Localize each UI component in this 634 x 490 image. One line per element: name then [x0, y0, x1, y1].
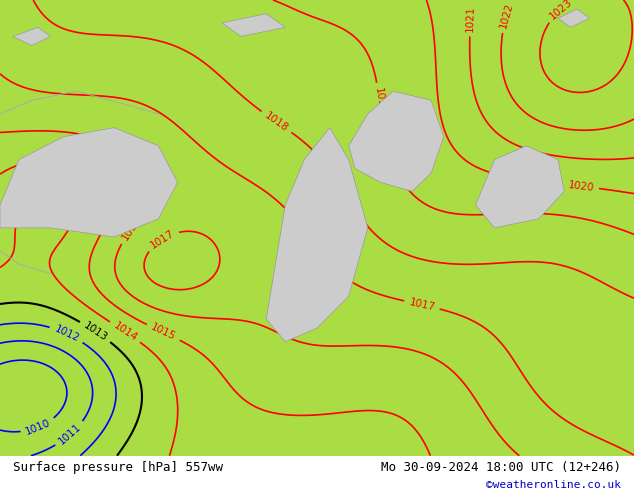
Text: 1010: 1010	[24, 417, 52, 437]
Text: 1020: 1020	[567, 180, 595, 193]
Text: 1015: 1015	[149, 322, 178, 343]
Text: 1023: 1023	[548, 0, 574, 22]
Polygon shape	[476, 146, 564, 228]
Polygon shape	[558, 9, 590, 27]
Text: 1019: 1019	[373, 87, 387, 115]
Text: 1018: 1018	[262, 110, 290, 134]
Polygon shape	[0, 127, 178, 237]
Polygon shape	[222, 14, 285, 36]
Text: ©weatheronline.co.uk: ©weatheronline.co.uk	[486, 480, 621, 490]
Text: 1017: 1017	[408, 297, 436, 313]
Text: Mo 30-09-2024 18:00 UTC (12+246): Mo 30-09-2024 18:00 UTC (12+246)	[381, 461, 621, 474]
Text: 1021: 1021	[465, 5, 476, 32]
Text: 1012: 1012	[53, 324, 81, 344]
Text: 1014: 1014	[112, 320, 139, 343]
Text: 1013: 1013	[82, 320, 109, 343]
Text: 1011: 1011	[57, 422, 84, 447]
Polygon shape	[266, 127, 368, 342]
Polygon shape	[349, 91, 444, 192]
Text: 1022: 1022	[498, 1, 515, 29]
Polygon shape	[13, 27, 51, 46]
Text: Surface pressure [hPa] 557ww: Surface pressure [hPa] 557ww	[13, 461, 223, 474]
Text: 1017: 1017	[148, 228, 176, 250]
Text: 1016: 1016	[120, 215, 143, 243]
